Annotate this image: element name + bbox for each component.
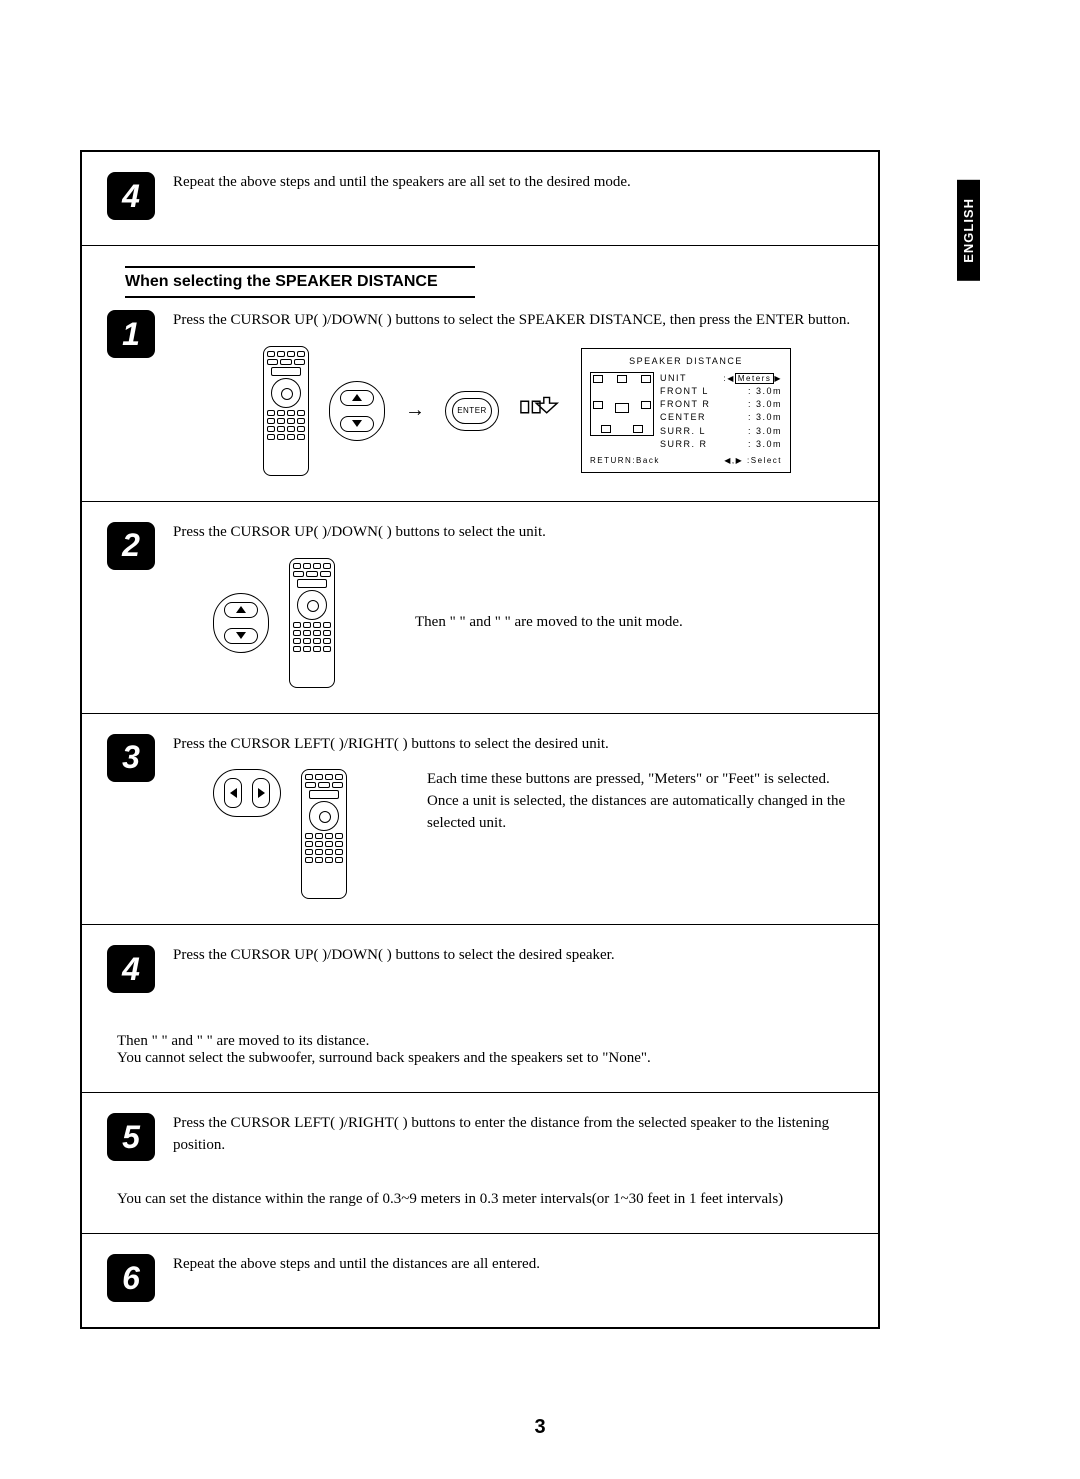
step-text: Press the CURSOR LEFT( )/RIGHT( ) button… — [173, 734, 853, 756]
step-5: 5 Press the CURSOR LEFT( )/RIGHT( ) butt… — [82, 1093, 878, 1234]
osd-label: CENTER — [660, 411, 706, 424]
cursor-updown-bubble — [213, 593, 269, 653]
enter-bubble: ENTER — [445, 391, 499, 431]
cursor-leftright-bubble — [213, 769, 281, 817]
step1-illustration: → ENTER SPEAKER DISTANCE — [263, 346, 853, 476]
section-heading: When selecting the SPEAKER DISTANCE — [125, 266, 475, 298]
step-number-1: 1 — [107, 310, 155, 358]
room-diagram-icon — [590, 372, 654, 436]
osd-label: SURR. L — [660, 425, 706, 438]
osd-label: FRONT L — [660, 385, 709, 398]
step-number-3: 3 — [107, 734, 155, 782]
language-tab: ENGLISH — [957, 180, 980, 281]
step-after-text: You can set the distance within the rang… — [117, 1191, 853, 1208]
osd-title: SPEAKER DISTANCE — [590, 355, 782, 368]
cursor-up-icon — [340, 390, 374, 406]
remote-icon — [289, 558, 335, 688]
cursor-left-icon — [224, 778, 242, 808]
osd-label: UNIT — [660, 372, 687, 385]
step-text: Press the CURSOR UP( )/DOWN( ) buttons t… — [173, 945, 853, 967]
step-text: Repeat the above steps and until the dis… — [173, 1254, 853, 1276]
osd-display: SPEAKER DISTANCE — [581, 348, 791, 473]
page-frame: 4 Repeat the above steps and until the s… — [80, 150, 880, 1329]
cursor-down-icon — [340, 416, 374, 432]
step-note: Then " " and " " are moved to the unit m… — [355, 612, 853, 634]
step-1: When selecting the SPEAKER DISTANCE 1 Pr… — [82, 246, 878, 502]
step-4-top: 4 Repeat the above steps and until the s… — [82, 152, 878, 246]
step2-illustration: Then " " and " " are moved to the unit m… — [213, 558, 853, 688]
osd-label: FRONT R — [660, 398, 710, 411]
step-text: Press the CURSOR LEFT( )/RIGHT( ) button… — [173, 1113, 853, 1157]
cursor-right-icon — [252, 778, 270, 808]
osd-select: ◀,▶ :Select — [724, 455, 782, 467]
result-arrow-icon — [519, 393, 561, 429]
cursor-up-icon — [224, 602, 258, 618]
remote-icon — [301, 769, 347, 899]
step-after-text: You cannot select the subwoofer, surroun… — [117, 1050, 853, 1067]
step-6: 6 Repeat the above steps and until the d… — [82, 1234, 878, 1327]
step-4: 4 Press the CURSOR UP( )/DOWN( ) buttons… — [82, 925, 878, 1093]
page-number: 3 — [0, 1416, 1080, 1439]
step-note: Each time these buttons are pressed, "Me… — [427, 769, 853, 791]
step-text: Repeat the above steps and until the spe… — [173, 172, 853, 194]
step-number-2: 2 — [107, 522, 155, 570]
step-note: Once a unit is selected, the distances a… — [427, 791, 853, 835]
arrow-right-icon: → — [405, 396, 425, 425]
step-text: Press the CURSOR UP( )/DOWN( ) buttons t… — [173, 522, 853, 544]
cursor-down-icon — [224, 628, 258, 644]
step-number-5: 5 — [107, 1113, 155, 1161]
step-text: Press the CURSOR UP( )/DOWN( ) buttons t… — [173, 310, 853, 332]
step3-illustration: Each time these buttons are pressed, "Me… — [213, 769, 853, 899]
step-number-6: 6 — [107, 1254, 155, 1302]
step-after-text: Then " " and " " are moved to its distan… — [117, 1033, 853, 1050]
osd-unit-value: Meters — [735, 373, 774, 384]
step-number-4: 4 — [107, 172, 155, 220]
step-2: 2 Press the CURSOR UP( )/DOWN( ) buttons… — [82, 502, 878, 714]
osd-return: RETURN:Back — [590, 455, 660, 467]
cursor-updown-bubble — [329, 381, 385, 441]
osd-label: SURR. R — [660, 438, 708, 451]
remote-icon — [263, 346, 309, 476]
enter-button-icon: ENTER — [452, 398, 492, 424]
step-3: 3 Press the CURSOR LEFT( )/RIGHT( ) butt… — [82, 714, 878, 926]
step-number-4: 4 — [107, 945, 155, 993]
